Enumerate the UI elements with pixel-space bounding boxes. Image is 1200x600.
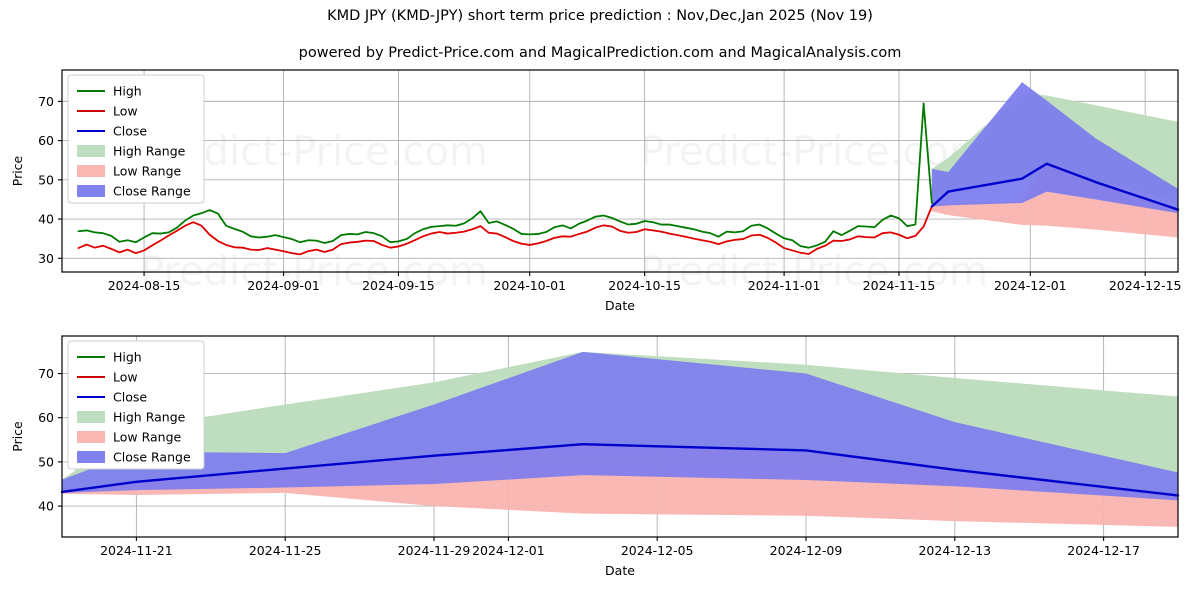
series-line-close [60,443,1180,497]
y-axis: 40 50 60 70 Price [10,366,62,514]
legend-patch-swatch [77,431,105,443]
y-tick-label: 30 [38,251,54,266]
close-range-band [931,82,1178,214]
legend-entry[interactable]: High Range [77,410,186,425]
y-tick-label: 40 [38,499,54,514]
legend-entry-label: Low Range [113,430,182,445]
x-axis: 2024-11-21 2024-11-25 2024-11-29 2024-12-01… [100,537,1140,578]
page-subtitle: powered by Predict-Price.com and Magical… [298,45,902,61]
legend-entry-label: High Range [113,144,186,159]
series-line-close [930,162,1180,211]
x-tick-label: 2024-12-13 [918,543,991,558]
legend-entry[interactable]: Close Range [77,184,191,199]
watermark-text: Predict-Price.com [640,129,988,175]
legend-entry-label: Low [113,104,138,119]
y-tick-label: 70 [38,366,54,381]
x-axis-label: Date [605,563,635,578]
x-tick-label: 2024-11-15 [863,278,936,293]
legend-entry[interactable]: Close [77,124,147,139]
legend-entry-label: Close [113,390,147,405]
legend: High Low Close High Range Low Range Close Ran… [67,74,205,204]
x-tick-label: 2024-11-29 [398,543,471,558]
legend-entry-label: High [113,350,142,365]
legend-entry[interactable]: High [77,84,142,99]
legend-entry[interactable]: Close [77,390,147,405]
legend-entry[interactable]: Close Range [77,450,191,465]
x-tick-label: 2024-12-01 [472,543,545,558]
legend-entry[interactable]: Low Range [77,164,182,179]
y-tick-label: 60 [38,133,54,148]
legend-patch-swatch [77,165,105,177]
x-tick-label: 2024-08-15 [108,278,181,293]
x-tick-label: 2024-09-15 [362,278,435,293]
legend-patch-swatch [77,185,105,197]
y-axis-label: Price [10,155,25,186]
legend-entry-label: Close [113,124,147,139]
plot-frame [61,69,1179,273]
legend-entry[interactable]: High Range [77,144,186,159]
series-line-low [77,205,933,256]
x-tick-label: 2024-12-15 [1109,278,1182,293]
legend-patch-swatch [77,451,105,463]
y-axis-label: Price [10,421,25,452]
grid-lines [62,70,1178,272]
y-tick-label: 60 [38,410,54,425]
y-tick-label: 40 [38,212,54,227]
legend-entry[interactable]: Low [77,370,138,385]
x-tick-label: 2024-11-01 [748,278,821,293]
low-range-band [931,164,1178,238]
x-axis-label: Date [605,298,635,313]
plot-frame [61,335,1179,538]
legend-entry-label: High [113,84,142,99]
legend-entry-label: Low Range [113,164,182,179]
x-tick-label: 2024-10-01 [493,278,566,293]
x-tick-label: 2024-12-05 [621,543,694,558]
legend-entry-label: High Range [113,410,186,425]
x-tick-label: 2024-09-01 [247,278,320,293]
x-tick-label: 2024-11-21 [100,543,173,558]
y-tick-label: 50 [38,172,54,187]
x-tick-label: 2024-11-25 [249,543,322,558]
x-axis: 2024-08-15 2024-09-01 2024-09-15 2024-10-01… [108,272,1182,313]
legend-patch-swatch [77,411,105,423]
legend-entry[interactable]: Low [77,104,138,119]
legend-entry[interactable]: High [77,350,142,365]
chart-top: Predict-Price.comPredict-Price.comPredic… [10,69,1182,313]
legend-entry-label: Close Range [113,184,191,199]
legend-entry-label: Close Range [113,450,191,465]
x-tick-label: 2024-12-09 [770,543,843,558]
y-axis: 30 40 50 60 70 Price [10,94,62,266]
series-line-high [77,102,933,249]
x-tick-label: 2024-12-01 [994,278,1067,293]
x-tick-label: 2024-10-15 [608,278,681,293]
chart-bottom: Predict-Price.comPredict-Price.com405060… [10,335,1180,578]
legend-entry[interactable]: Low Range [77,430,182,445]
y-tick-label: 70 [38,94,54,109]
x-tick-label: 2024-12-17 [1067,543,1140,558]
legend-entry-label: Low [113,370,138,385]
legend-patch-swatch [77,145,105,157]
y-tick-label: 50 [38,454,54,469]
legend: High Low Close High Range Low Range Close Ran… [67,340,205,470]
page-title: KMD JPY (KMD-JPY) short term price predi… [327,8,873,24]
